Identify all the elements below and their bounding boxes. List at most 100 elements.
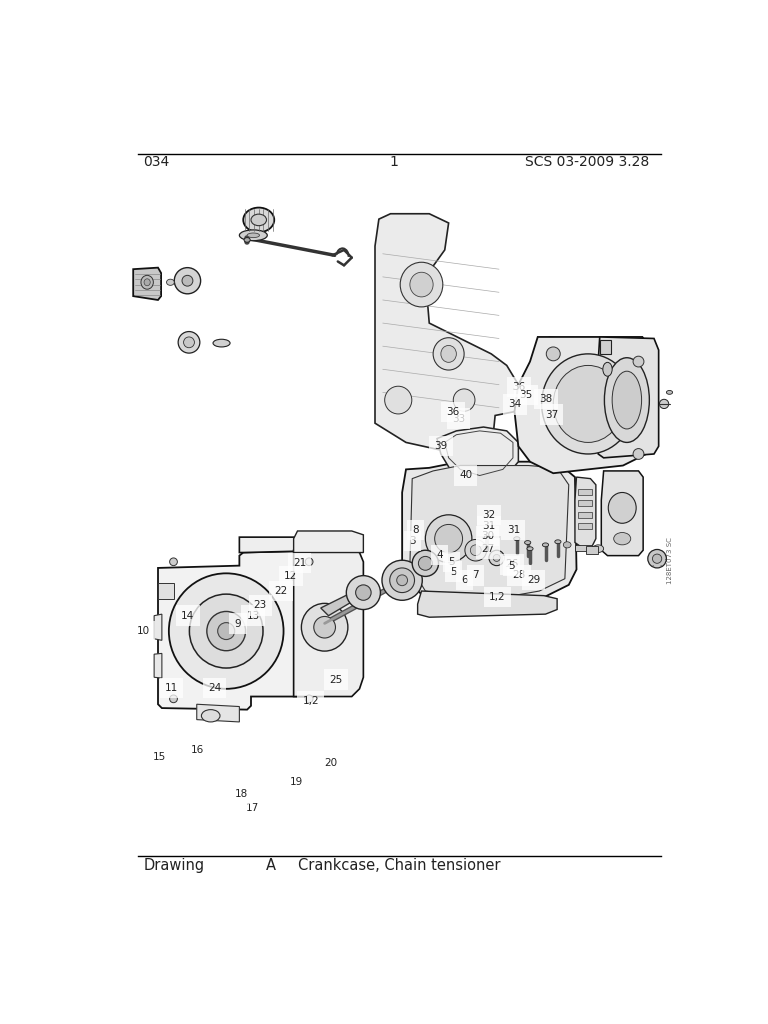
- Text: 9: 9: [235, 618, 241, 629]
- Ellipse shape: [647, 550, 667, 568]
- Text: 18: 18: [235, 788, 248, 799]
- Ellipse shape: [653, 554, 662, 563]
- Text: 3: 3: [409, 536, 415, 546]
- Text: 5: 5: [449, 557, 455, 567]
- Ellipse shape: [525, 541, 531, 545]
- Text: 034: 034: [144, 155, 170, 169]
- Text: 4: 4: [436, 550, 443, 560]
- Ellipse shape: [382, 560, 422, 600]
- Text: Crankcase, Chain tensioner: Crankcase, Chain tensioner: [299, 858, 501, 873]
- Ellipse shape: [305, 695, 313, 702]
- Ellipse shape: [453, 389, 475, 412]
- Ellipse shape: [356, 585, 371, 600]
- Text: 32: 32: [482, 510, 495, 520]
- Text: 31: 31: [482, 521, 495, 530]
- Polygon shape: [410, 466, 569, 596]
- Ellipse shape: [213, 339, 230, 347]
- Polygon shape: [293, 531, 363, 553]
- Text: 14: 14: [181, 610, 194, 621]
- Ellipse shape: [184, 337, 194, 348]
- Ellipse shape: [167, 280, 174, 286]
- FancyBboxPatch shape: [578, 488, 592, 495]
- Ellipse shape: [244, 238, 250, 243]
- Text: A: A: [266, 858, 276, 873]
- Ellipse shape: [612, 372, 641, 429]
- Ellipse shape: [563, 542, 571, 548]
- Text: 11: 11: [165, 683, 178, 693]
- Ellipse shape: [346, 575, 380, 609]
- Text: 19: 19: [290, 777, 303, 787]
- Text: 36: 36: [512, 382, 526, 392]
- Ellipse shape: [174, 267, 200, 294]
- Ellipse shape: [546, 347, 560, 360]
- Polygon shape: [515, 337, 654, 473]
- FancyBboxPatch shape: [578, 523, 592, 529]
- Ellipse shape: [435, 524, 462, 553]
- Ellipse shape: [169, 573, 283, 689]
- Ellipse shape: [470, 545, 482, 556]
- Ellipse shape: [400, 262, 443, 307]
- Text: 35: 35: [519, 390, 532, 400]
- Polygon shape: [158, 551, 315, 710]
- Ellipse shape: [141, 275, 154, 289]
- Ellipse shape: [541, 354, 634, 454]
- Ellipse shape: [489, 550, 505, 565]
- Text: 22: 22: [274, 586, 288, 596]
- Ellipse shape: [217, 623, 235, 640]
- Text: 28: 28: [512, 570, 526, 581]
- Text: 12: 12: [284, 571, 297, 582]
- Polygon shape: [293, 550, 363, 696]
- Text: 5: 5: [450, 566, 457, 577]
- Ellipse shape: [433, 338, 464, 370]
- Text: 34: 34: [508, 399, 521, 410]
- Ellipse shape: [397, 574, 408, 586]
- Ellipse shape: [251, 214, 266, 225]
- Text: 7: 7: [472, 570, 478, 581]
- Ellipse shape: [182, 275, 193, 286]
- Ellipse shape: [667, 390, 673, 394]
- Text: 25: 25: [329, 675, 343, 685]
- Text: 6: 6: [462, 575, 468, 585]
- FancyBboxPatch shape: [575, 545, 592, 551]
- Ellipse shape: [314, 616, 336, 638]
- Ellipse shape: [243, 208, 274, 232]
- Ellipse shape: [514, 537, 520, 541]
- Text: 16: 16: [191, 744, 204, 755]
- Text: SCS 03-2009 3.28: SCS 03-2009 3.28: [525, 155, 650, 169]
- Ellipse shape: [412, 550, 439, 577]
- Polygon shape: [158, 584, 174, 599]
- Polygon shape: [197, 705, 240, 722]
- Ellipse shape: [614, 532, 631, 545]
- Text: 37: 37: [545, 410, 558, 420]
- Polygon shape: [437, 427, 518, 481]
- Text: 15: 15: [153, 752, 166, 762]
- Ellipse shape: [608, 493, 636, 523]
- Ellipse shape: [170, 558, 177, 565]
- Ellipse shape: [144, 279, 151, 286]
- Polygon shape: [154, 614, 162, 640]
- Text: 1: 1: [389, 155, 398, 169]
- Ellipse shape: [240, 230, 267, 241]
- Text: 1,2: 1,2: [303, 696, 319, 706]
- Ellipse shape: [425, 515, 472, 562]
- Text: 128ET073 SC: 128ET073 SC: [667, 537, 673, 584]
- Text: 20: 20: [325, 758, 338, 768]
- Text: 8: 8: [412, 524, 419, 535]
- Ellipse shape: [660, 399, 669, 409]
- Text: 27: 27: [481, 544, 495, 554]
- Polygon shape: [598, 337, 659, 458]
- Text: 17: 17: [246, 803, 260, 813]
- Polygon shape: [418, 591, 557, 617]
- Ellipse shape: [527, 547, 533, 551]
- Text: 23: 23: [253, 600, 267, 610]
- Ellipse shape: [170, 695, 177, 702]
- FancyBboxPatch shape: [578, 512, 592, 518]
- Ellipse shape: [542, 543, 548, 547]
- Text: Drawing: Drawing: [144, 858, 205, 873]
- Ellipse shape: [465, 540, 487, 561]
- FancyBboxPatch shape: [578, 500, 592, 506]
- Ellipse shape: [389, 568, 415, 593]
- Text: 26: 26: [505, 559, 518, 569]
- Ellipse shape: [207, 611, 246, 650]
- Ellipse shape: [385, 386, 412, 414]
